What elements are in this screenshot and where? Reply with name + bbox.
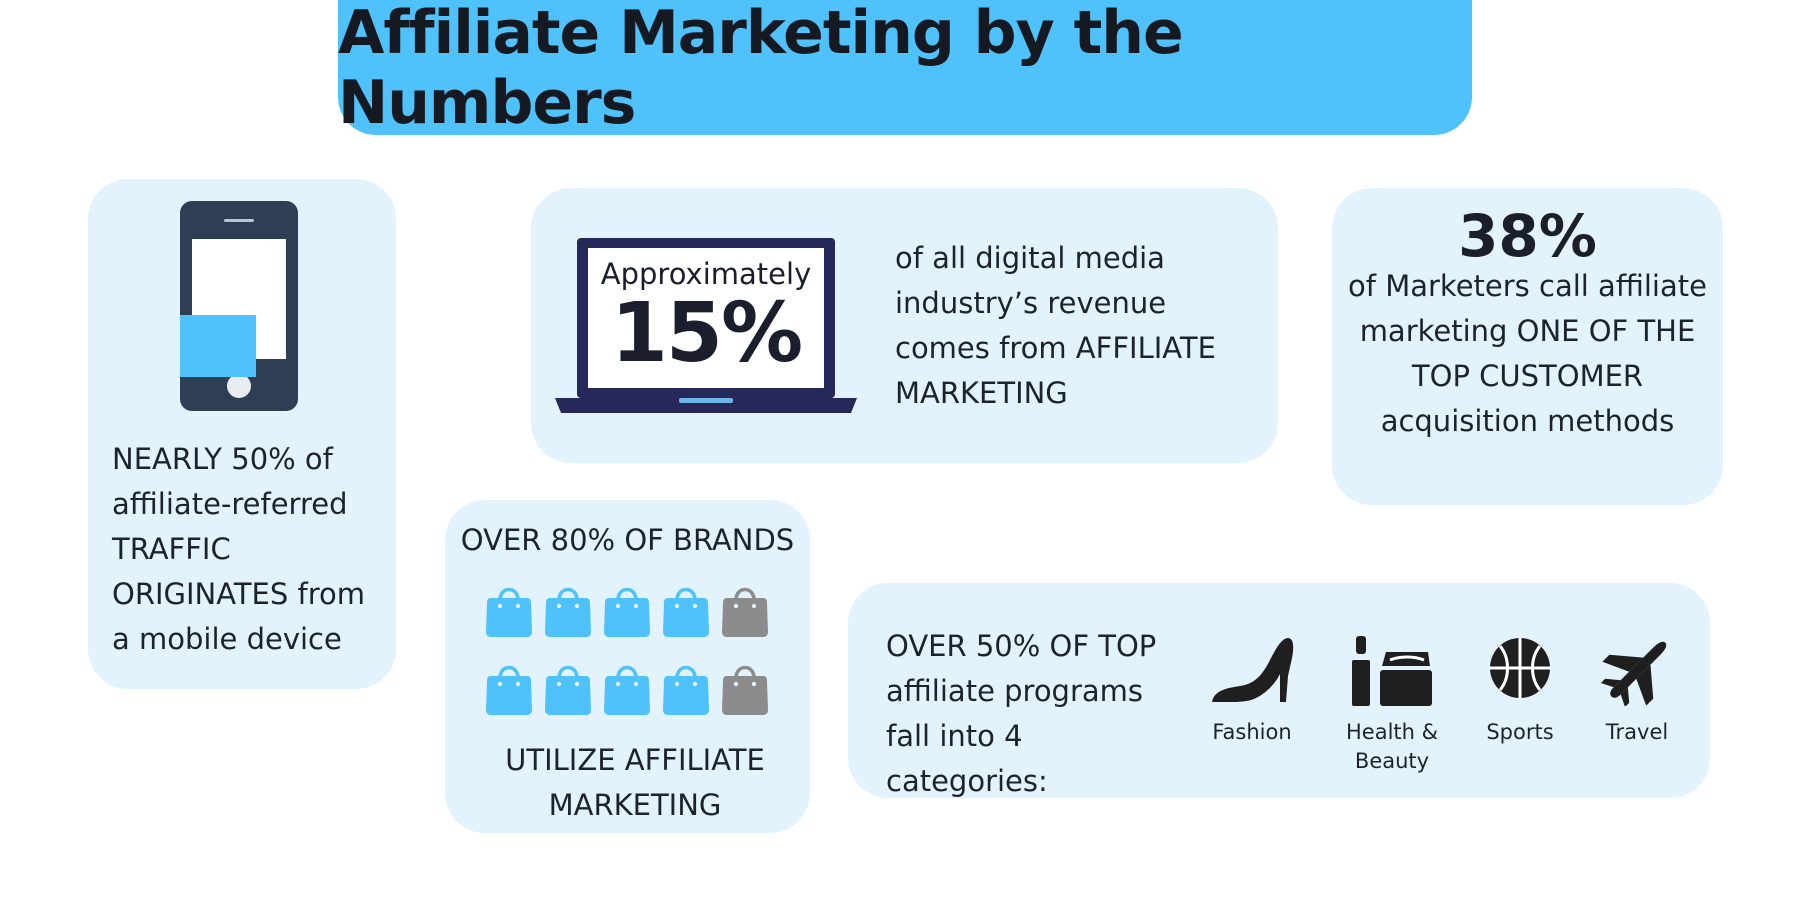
title-banner: Affiliate Marketing by the Numbers (338, 0, 1472, 138)
smartphone-icon (180, 201, 298, 411)
category-label: Sports (1486, 720, 1554, 744)
bag-row (485, 658, 775, 716)
shopping-bag-icon (604, 587, 650, 637)
bag-row (485, 580, 775, 638)
shopping-bag-icon (545, 665, 591, 715)
shopping-bag-icon (663, 587, 709, 637)
shopping-bag-icon (545, 587, 591, 637)
shopping-bag-icon (604, 665, 650, 715)
categories-text: OVER 50% OF TOP affiliate programs fall … (886, 629, 1157, 798)
approximately-label: Approximately (600, 257, 812, 291)
laptop-screen-text: Approximately 15% (555, 256, 857, 376)
category-fashion: Fashion (1197, 636, 1307, 747)
revenue-card: Approximately 15% of all digital media i… (531, 188, 1278, 463)
marketers-card: 38% of Marketers call affiliate marketin… (1332, 188, 1723, 505)
shopping-bag-icon (663, 665, 709, 715)
shopping-bag-icon (486, 587, 532, 637)
category-health-beauty: Health & Beauty (1337, 636, 1447, 776)
shopping-bag-icon (722, 665, 768, 715)
basketball-icon (1490, 638, 1550, 698)
categories-card: OVER 50% OF TOP affiliate programs fall … (848, 583, 1710, 798)
marketers-text: of Marketers call affiliate marketing ON… (1348, 269, 1707, 438)
brands-card: OVER 80% OF BRANDS UTILIZE AFFILIATE MAR… (445, 500, 810, 833)
high-heel-shoe-icon (1212, 638, 1294, 702)
lipstick-cream-icon (1352, 636, 1432, 706)
revenue-percent: 15% (610, 286, 803, 381)
marketers-percent: 38% (1458, 202, 1597, 270)
mobile-traffic-text: NEARLY 50% of affiliate-referred TRAFFIC… (112, 442, 365, 656)
shopping-bag-icon (486, 665, 532, 715)
brands-heading: OVER 80% OF BRANDS (460, 523, 795, 557)
category-travel: Travel (1582, 636, 1692, 747)
shopping-bag-icon (722, 587, 768, 637)
category-label: Health & Beauty (1345, 720, 1438, 773)
page-title: Affiliate Marketing by the Numbers (338, 0, 1184, 138)
category-label: Travel (1605, 720, 1669, 744)
brands-footer: UTILIZE AFFILIATE MARKETING (505, 743, 765, 822)
airplane-icon (1600, 641, 1667, 706)
category-sports: Sports (1465, 636, 1575, 747)
brand-bags-grid (485, 580, 775, 736)
mobile-traffic-card: NEARLY 50% of affiliate-referred TRAFFIC… (88, 179, 396, 689)
category-label: Fashion (1212, 720, 1292, 744)
laptop-icon (555, 238, 857, 413)
revenue-text: of all digital media industry’s revenue … (895, 241, 1216, 410)
